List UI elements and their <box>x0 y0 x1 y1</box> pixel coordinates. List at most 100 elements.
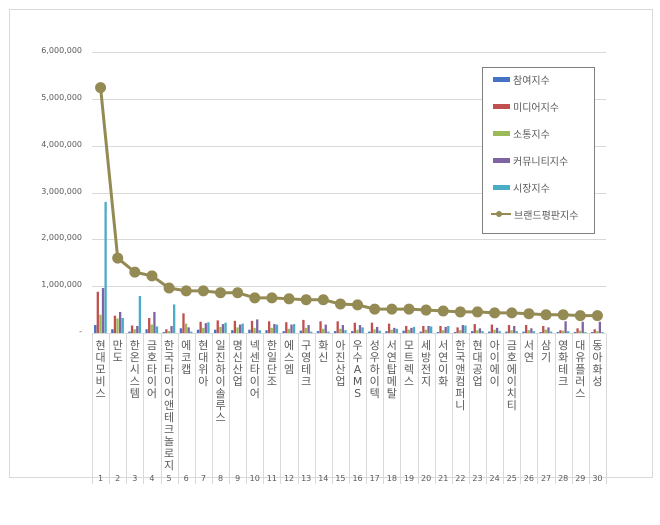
bar <box>351 331 354 333</box>
x-rank-number: 19 <box>403 474 415 483</box>
line-marker <box>437 305 449 317</box>
x-rank-number: 29 <box>575 474 586 483</box>
x-rank-number: 26 <box>523 474 534 483</box>
bar <box>111 329 114 333</box>
bar <box>505 331 508 333</box>
bar <box>481 331 484 333</box>
bar <box>402 330 405 333</box>
x-category-divider <box>194 334 196 484</box>
line-marker <box>540 309 552 321</box>
x-category-label: 서연탑메탈 <box>386 339 397 400</box>
legend-label: 브랜드평판지수 <box>514 210 579 222</box>
x-category-divider <box>314 334 316 484</box>
bar <box>549 331 553 333</box>
bar <box>307 325 310 333</box>
bar <box>145 329 148 333</box>
bar <box>270 327 273 333</box>
bar <box>304 327 308 333</box>
bar <box>410 327 413 333</box>
bar <box>101 288 105 333</box>
x-category-divider <box>126 334 128 484</box>
bar <box>498 331 501 333</box>
bar <box>221 324 225 333</box>
gridline <box>92 52 606 53</box>
legend-label: 참여지수 <box>513 75 550 87</box>
bar <box>601 332 604 333</box>
legend-label: 시장지수 <box>513 183 550 195</box>
bar <box>561 330 565 333</box>
x-category-label: 화신 <box>318 339 329 364</box>
x-category-divider <box>571 334 573 484</box>
bar <box>275 324 279 333</box>
bar <box>150 324 153 333</box>
x-rank-number: 8 <box>217 474 224 483</box>
legend-label: 커뮤니티지수 <box>513 156 569 168</box>
bar <box>292 324 296 333</box>
bar <box>187 327 190 333</box>
x-category-label: 한국타이어앤테크놀로지 <box>164 339 175 472</box>
bar <box>353 322 356 333</box>
x-category-label: 서연이화 <box>438 339 449 388</box>
bar <box>478 328 482 333</box>
legend-swatch-icon <box>493 184 510 190</box>
y-tick-label: 3,000,000 <box>41 186 82 196</box>
bar <box>336 321 339 333</box>
bar <box>542 325 545 333</box>
x-category-label: 에코캡 <box>181 339 192 376</box>
bar <box>344 330 347 333</box>
x-rank-number: 20 <box>421 474 432 483</box>
legend-item-communication: 소통지수 <box>493 126 550 141</box>
x-category-label: 에스엠 <box>283 339 295 376</box>
legend-item-brand-reputation: 브랜드평판지수 <box>491 207 579 222</box>
bar <box>324 324 327 333</box>
bar <box>378 330 381 333</box>
x-rank-number: 7 <box>200 474 206 483</box>
legend-swatch-icon <box>493 130 510 136</box>
bar <box>256 319 259 333</box>
bar <box>461 325 464 333</box>
bar <box>576 328 579 333</box>
x-category-divider <box>211 334 213 484</box>
x-rank-number: 5 <box>166 474 172 483</box>
bar <box>444 326 447 333</box>
x-category-label: 넥센타이어 <box>249 339 260 400</box>
line-marker <box>232 287 244 299</box>
x-category-label: 현대위아 <box>198 339 209 388</box>
bar <box>471 331 474 333</box>
legend-label: 소통지수 <box>513 129 550 141</box>
bar <box>96 291 99 333</box>
line-marker <box>95 82 107 94</box>
y-tick-label: 4,000,000 <box>41 139 82 149</box>
bar <box>441 330 445 333</box>
x-category-label: 동아화성 <box>592 339 603 388</box>
bar <box>316 331 320 333</box>
x-category-divider <box>246 334 248 484</box>
x-rank-number: 11 <box>266 474 277 483</box>
bar <box>236 327 239 333</box>
bar <box>310 331 313 333</box>
bar <box>238 324 242 333</box>
line-marker <box>352 299 364 311</box>
line-marker <box>523 308 535 320</box>
line-marker <box>249 292 261 304</box>
x-category-divider <box>109 334 111 484</box>
x-category-label: 세방전지 <box>421 339 432 388</box>
legend-item-market: 시장지수 <box>493 180 550 195</box>
bar <box>204 323 207 333</box>
bar <box>370 322 374 333</box>
x-category-label: 삼기 <box>540 339 552 364</box>
line-marker <box>146 270 158 282</box>
x-rank-number: 13 <box>301 474 312 483</box>
legend-item-media: 미디어지수 <box>493 99 559 114</box>
x-rank-number: 18 <box>386 474 397 483</box>
line-marker <box>215 287 226 299</box>
bar <box>116 318 119 333</box>
bar <box>219 326 222 333</box>
line-marker <box>283 293 295 305</box>
legend-item-community: 커뮤니티지수 <box>493 153 569 168</box>
bar <box>567 331 570 333</box>
y-tick-label: 6,000,000 <box>41 46 82 55</box>
bar <box>439 325 442 333</box>
x-rank-number: 2 <box>115 474 121 483</box>
x-category-divider <box>520 334 522 484</box>
